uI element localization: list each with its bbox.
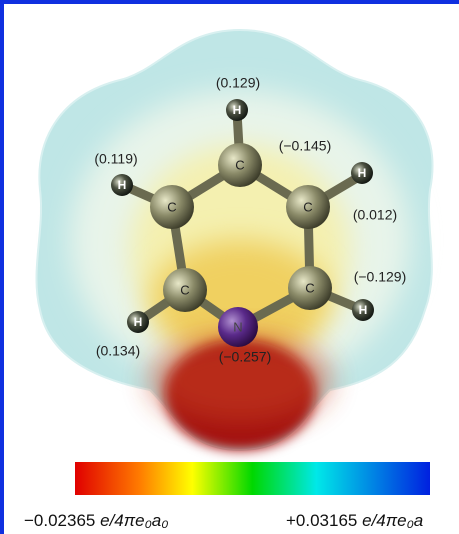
atom-symbol: H bbox=[118, 178, 127, 192]
atom-symbol: C bbox=[235, 157, 244, 172]
atom-symbol: H bbox=[134, 315, 143, 329]
atom-symbol: H bbox=[359, 303, 368, 317]
atom-symbol: N bbox=[233, 319, 242, 334]
atom-symbol: H bbox=[233, 103, 242, 117]
charge-label: (−0.257) bbox=[219, 349, 272, 365]
atom-symbol: C bbox=[303, 199, 312, 214]
colorbar-max-unit: e/4πe₀a bbox=[362, 511, 423, 530]
colorbar-min-unit: e/4πe₀a₀ bbox=[100, 511, 168, 530]
charge-label: (0.119) bbox=[94, 151, 137, 167]
colorbar-min-value: −0.02365 bbox=[24, 511, 95, 530]
atom-symbol: C bbox=[167, 199, 176, 214]
colorbar-max-label: +0.03165 e/4πe₀a bbox=[286, 511, 423, 530]
atom-symbol: H bbox=[358, 166, 367, 180]
colorbar-max-value: +0.03165 bbox=[286, 511, 357, 530]
frame-top bbox=[0, 0, 459, 4]
colorbar bbox=[75, 462, 430, 495]
atom-symbol: C bbox=[305, 280, 314, 295]
charge-label: (0.134) bbox=[96, 343, 140, 359]
figure: C C C C C N H H H H H (0.129) (−0.145) (… bbox=[0, 0, 459, 534]
colorbar-min-label: −0.02365 e/4πe₀a₀ bbox=[24, 511, 168, 530]
frame-left bbox=[0, 0, 4, 534]
charge-label: (0.129) bbox=[216, 75, 260, 91]
atom-symbol: C bbox=[180, 282, 189, 297]
charge-label: (−0.129) bbox=[354, 269, 407, 285]
page: C C C C C N H H H H H (0.129) (−0.145) (… bbox=[0, 0, 459, 534]
charge-label: (0.012) bbox=[353, 207, 397, 223]
charge-label: (−0.145) bbox=[279, 138, 332, 154]
